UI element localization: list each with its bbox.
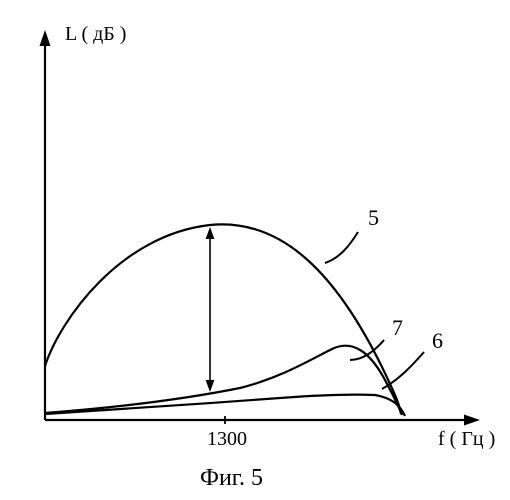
x-axis-label: f ( Гц )	[438, 428, 495, 450]
delta-arrow	[206, 227, 215, 392]
x-axis-arrow	[464, 415, 480, 426]
callout-5-label: 5	[368, 205, 379, 230]
y-axis	[40, 30, 51, 420]
curve-6	[45, 395, 405, 416]
x-tick-label: 1300	[207, 428, 247, 450]
callout-6-label: 6	[432, 328, 443, 353]
y-axis-arrow	[40, 30, 51, 46]
delta-arrow-head-top	[206, 227, 215, 239]
callout-5: 5	[325, 205, 379, 263]
callout-7-label: 7	[392, 315, 403, 340]
figure-caption: Фиг. 5	[200, 465, 263, 491]
x-axis	[45, 415, 480, 426]
curve-5	[45, 224, 401, 414]
callout-7-line	[350, 340, 384, 360]
callout-5-line	[325, 232, 358, 263]
curve-7	[45, 346, 402, 415]
delta-arrow-head-bottom	[206, 380, 215, 392]
callout-6-line	[382, 352, 424, 389]
figure-svg: L ( дБ ) f ( Гц ) 1300 5 7 6 Фиг. 5	[0, 0, 510, 500]
y-axis-label: L ( дБ )	[65, 23, 126, 45]
